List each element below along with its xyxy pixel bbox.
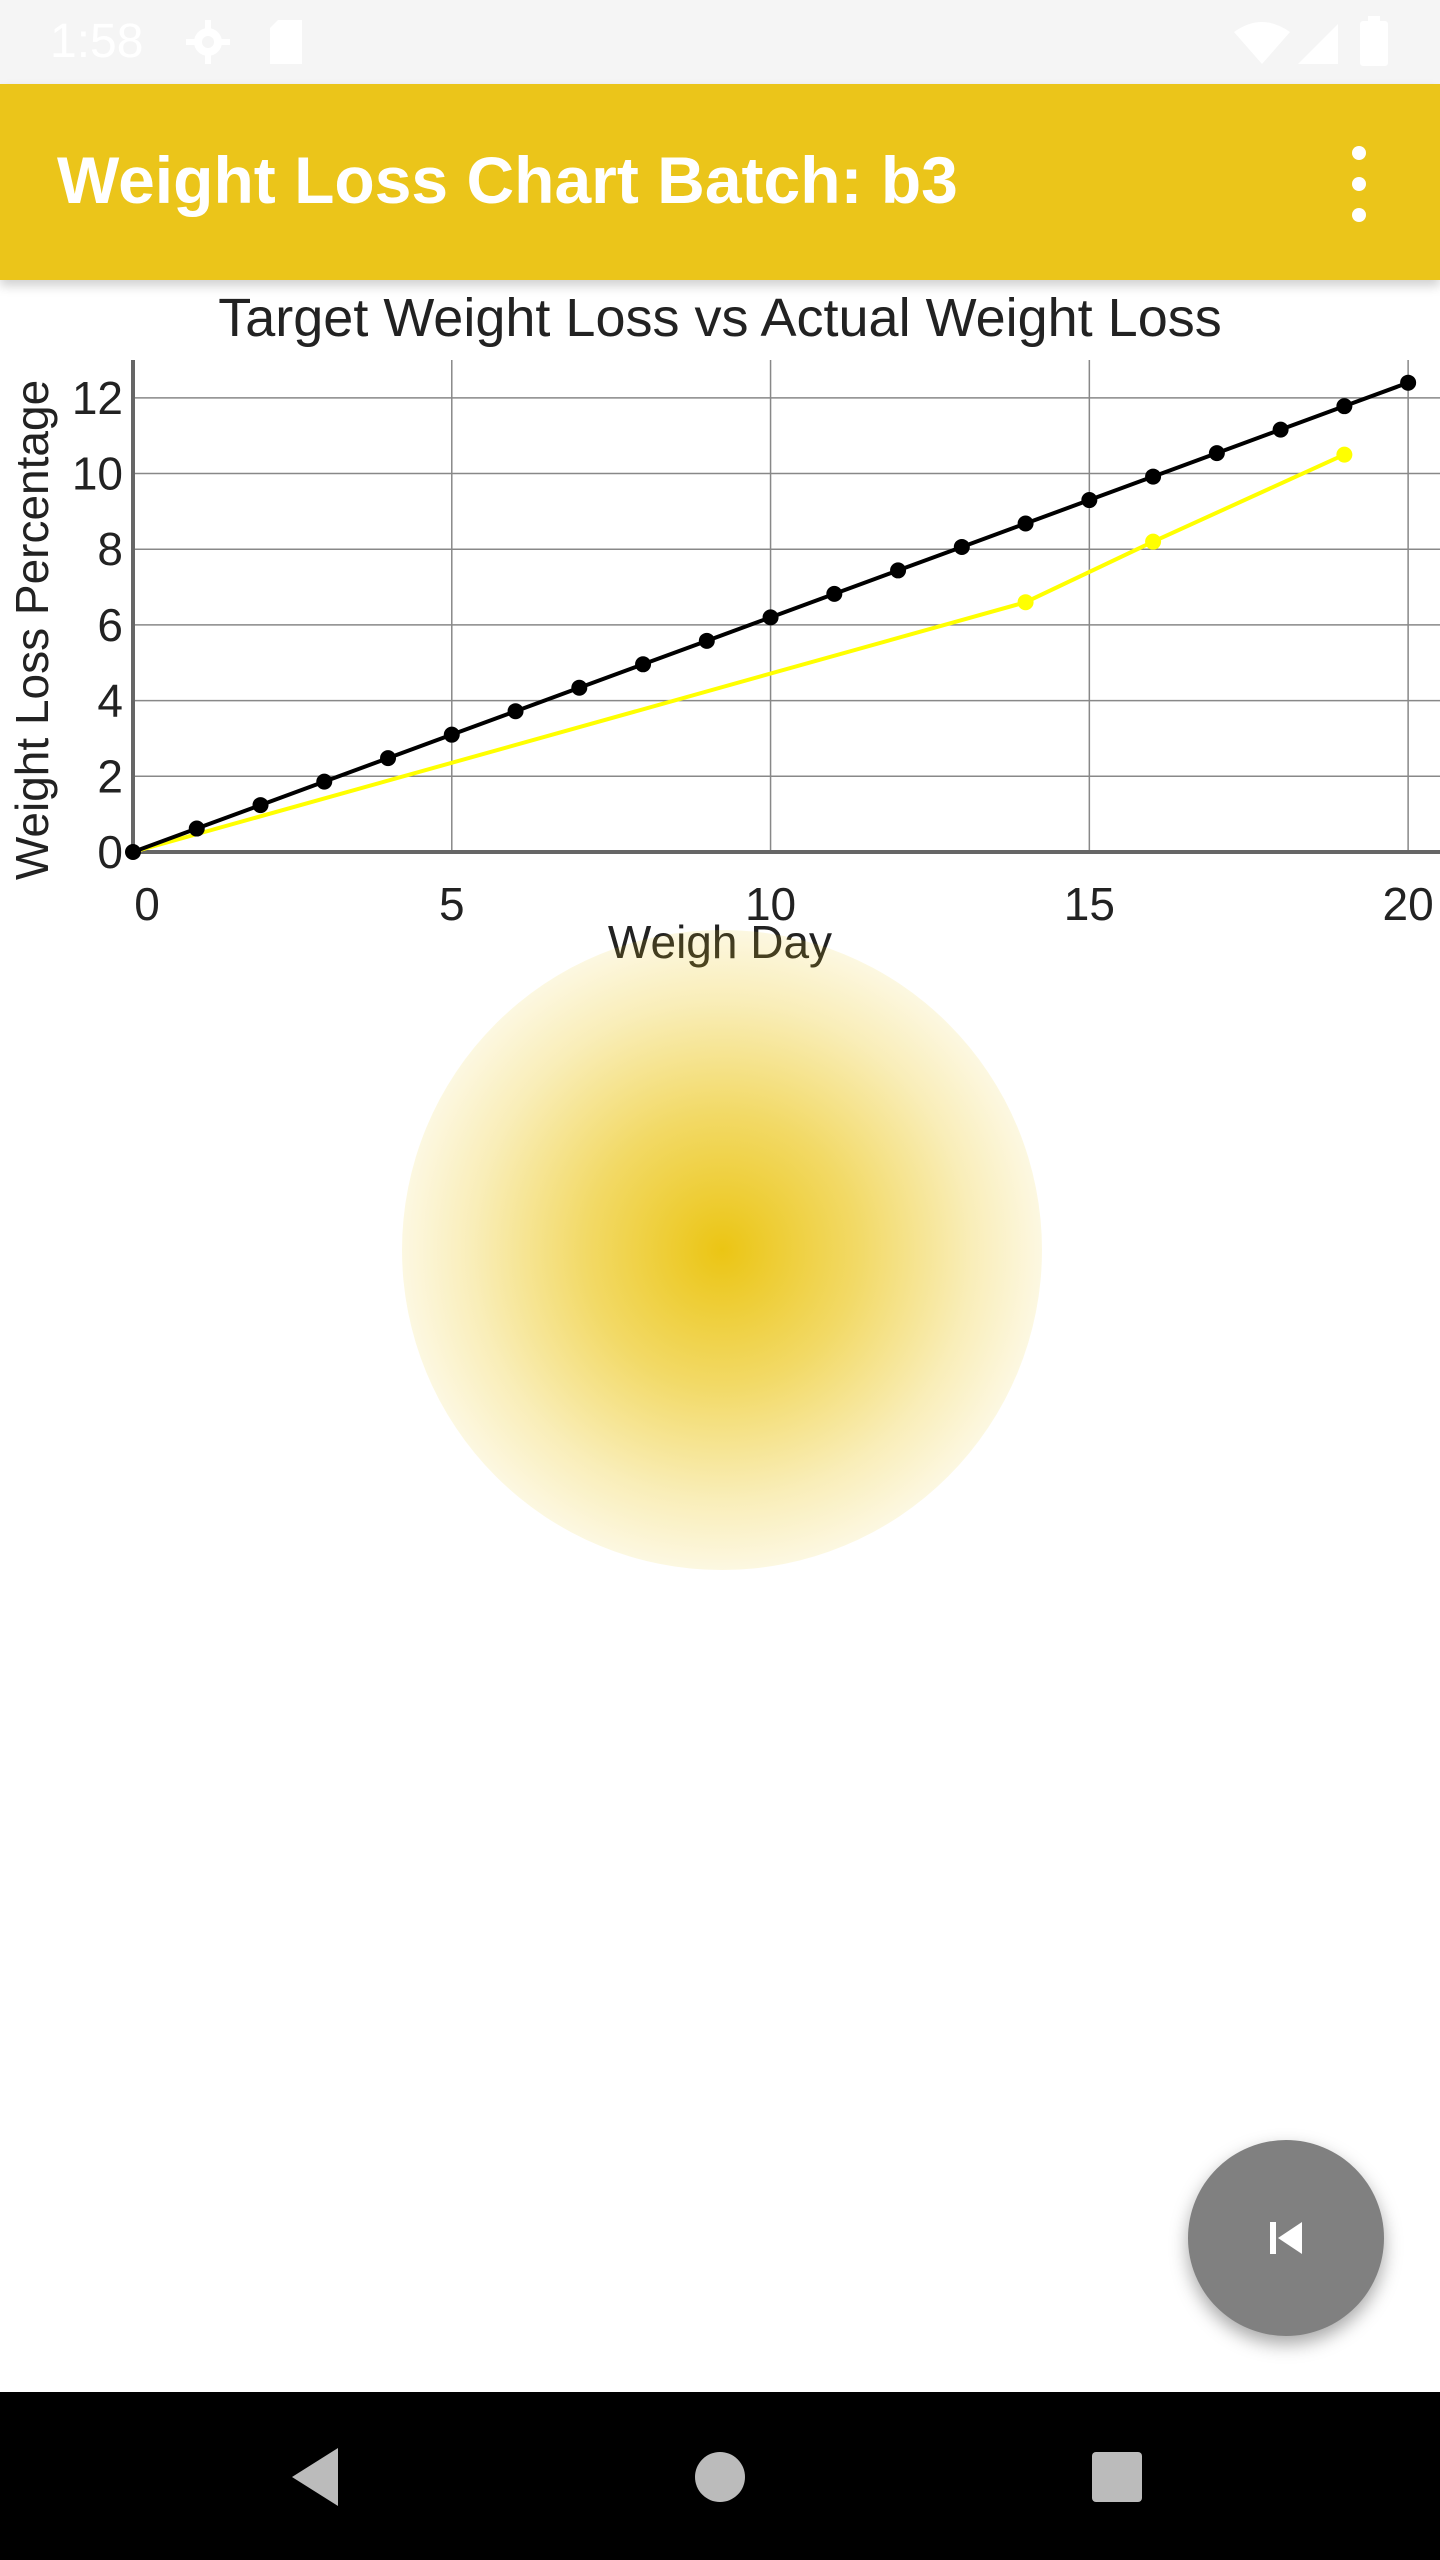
nav-bar xyxy=(0,2392,1440,2560)
status-bar: 1:58 xyxy=(0,0,1440,84)
home-icon[interactable] xyxy=(675,2432,765,2522)
series-line-1 xyxy=(132,452,1346,854)
battery-icon xyxy=(1360,16,1388,71)
x-tick-label: 0 xyxy=(134,878,160,930)
y-axis-label: Weight Loss Percentage xyxy=(6,380,58,880)
data-point xyxy=(1336,398,1353,415)
skip-previous-button[interactable] xyxy=(1188,2140,1384,2336)
data-point xyxy=(125,844,141,860)
data-point xyxy=(507,703,524,720)
data-point xyxy=(1081,492,1098,509)
y-tick-label: 12 xyxy=(72,372,123,424)
data-point xyxy=(1400,374,1417,391)
tick-labels: 0 5 10 15 20 0 2 4 6 8 10 12 xyxy=(72,372,1434,930)
recents-icon[interactable] xyxy=(1072,2432,1162,2522)
data-series xyxy=(125,374,1417,860)
data-point xyxy=(890,562,907,579)
y-tick-label: 8 xyxy=(97,523,123,575)
y-tick-label: 6 xyxy=(97,599,123,651)
data-point xyxy=(1017,594,1034,611)
data-point xyxy=(1145,533,1162,550)
data-point xyxy=(762,609,779,626)
y-tick-label: 10 xyxy=(72,448,123,500)
x-tick-label: 5 xyxy=(439,878,465,930)
x-tick-label: 20 xyxy=(1383,878,1434,930)
data-point xyxy=(571,679,588,696)
sd-card-icon xyxy=(268,18,304,71)
data-point xyxy=(826,585,843,602)
signal-icon xyxy=(1296,22,1340,71)
grid-lines xyxy=(132,360,1440,853)
axes xyxy=(131,360,1440,854)
data-point xyxy=(188,820,205,837)
data-point xyxy=(635,656,652,673)
app-bar: Weight Loss Chart Batch: b3 xyxy=(0,84,1440,280)
data-point xyxy=(443,726,460,743)
data-point xyxy=(953,538,970,555)
data-point xyxy=(1336,446,1353,463)
y-tick-label: 2 xyxy=(97,750,123,802)
status-time: 1:58 xyxy=(50,15,144,68)
data-point xyxy=(1017,515,1034,532)
data-point xyxy=(1208,445,1225,462)
data-point xyxy=(316,773,333,790)
wifi-icon xyxy=(1232,20,1292,71)
skip-previous-icon xyxy=(1270,2222,1302,2254)
data-point xyxy=(380,750,397,767)
back-icon[interactable] xyxy=(272,2432,362,2522)
x-tick-label: 10 xyxy=(745,878,796,930)
chart-title: Target Weight Loss vs Actual Weight Loss xyxy=(218,288,1222,348)
data-point xyxy=(1272,421,1289,438)
x-tick-label: 15 xyxy=(1064,878,1115,930)
weight-loss-chart: Target Weight Loss vs Actual Weight Loss… xyxy=(6,288,1440,968)
gear-icon xyxy=(184,18,232,71)
data-point xyxy=(698,632,715,649)
data-point xyxy=(252,797,269,814)
data-point xyxy=(1145,468,1162,485)
app-title: Weight Loss Chart Batch: b3 xyxy=(57,143,958,217)
overflow-menu-icon[interactable] xyxy=(1336,144,1384,224)
touch-ripple xyxy=(402,930,1042,1570)
y-tick-label: 0 xyxy=(97,826,123,878)
y-tick-label: 4 xyxy=(97,675,123,727)
